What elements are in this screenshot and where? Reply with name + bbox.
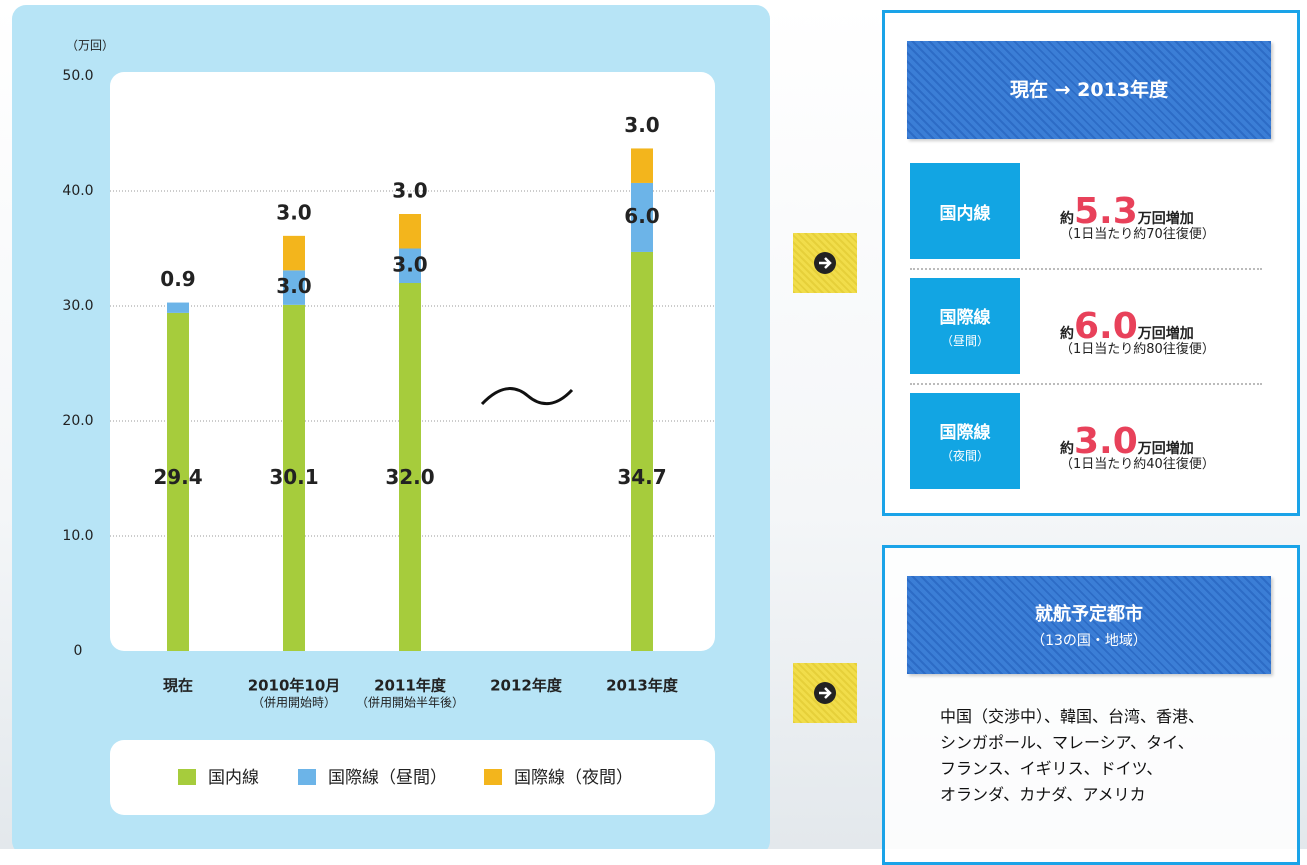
value-label: 30.1: [269, 465, 318, 489]
bar-segment: [167, 303, 189, 313]
bar-segment: [631, 252, 653, 651]
value-label: 34.7: [617, 465, 666, 489]
arrow-icon: [793, 233, 857, 293]
value-label: 0.9: [160, 267, 195, 291]
arrow-icon: [793, 663, 857, 723]
cities-banner: 就航予定都市 （13の国・地域）: [907, 576, 1271, 674]
y-tick-label: 40.0: [62, 183, 93, 199]
bar-segment: [631, 148, 653, 183]
legend-swatch: [484, 769, 502, 785]
y-unit: （万回）: [66, 39, 114, 53]
city-line: オランダ、カナダ、アメリカ: [940, 782, 1204, 808]
x-tick-note: （併用開始時）: [252, 696, 336, 710]
legend-label: 国際線（昼間）: [328, 768, 447, 788]
row-label-text: 国内線: [940, 199, 991, 224]
bar-segment: [399, 214, 421, 249]
row-label: 国際線 （昼間）: [910, 278, 1020, 374]
city-line: 中国（交渉中）、韓国、台湾、香港、: [940, 704, 1204, 730]
row-sublabel: （昼間）: [941, 332, 989, 349]
value-label: 3.0: [276, 274, 311, 298]
legend-swatch: [178, 769, 196, 785]
y-tick-label: 10.0: [62, 528, 93, 544]
x-tick-label: 現在: [163, 677, 193, 695]
summary-row: 国際線（昼間）約6.0万回増加（1日当たり約80往復便）: [910, 278, 1262, 374]
x-tick-note: （併用開始半年後）: [356, 696, 464, 710]
cities-subtitle: （13の国・地域）: [907, 630, 1271, 650]
bar-segment: [283, 236, 305, 271]
cities-panel: 就航予定都市 （13の国・地域） 中国（交渉中）、韓国、台湾、香港、シンガポール…: [882, 545, 1300, 865]
row-label: 国内線: [910, 163, 1020, 259]
value-label: 3.0: [276, 200, 311, 224]
city-line: フランス、イギリス、ドイツ、: [940, 756, 1204, 782]
value-label: 3.0: [392, 179, 427, 203]
legend-swatch: [298, 769, 316, 785]
x-tick-label: 2012年度: [490, 677, 563, 695]
value-label: 3.0: [392, 252, 427, 276]
row-label-text: 国際線: [940, 303, 991, 328]
page: {"chart_data": {"type": "stacked-bar", "…: [0, 0, 1307, 849]
row-label-text: 国際線: [940, 418, 991, 443]
value-label: 3.0: [624, 113, 659, 137]
summary-title: 現在 → 2013年度: [907, 41, 1271, 139]
chart: （万回） 0 10.0 20.0 30.0 40.0 50.0 現在 29.4 0.9 2010年…: [0, 0, 775, 849]
value-label: 32.0: [385, 465, 434, 489]
cities-list: 中国（交渉中）、韓国、台湾、香港、シンガポール、マレーシア、タイ、フランス、イギ…: [940, 704, 1204, 808]
row-label: 国際線 （夜間）: [910, 393, 1020, 489]
x-tick-label: 2013年度: [606, 677, 679, 695]
city-line: シンガポール、マレーシア、タイ、: [940, 730, 1204, 756]
legend-label: 国内線: [208, 768, 259, 788]
y-tick-label: 20.0: [62, 413, 93, 429]
row-note: （1日当たり約80往復便）: [1060, 338, 1215, 357]
x-tick-label: 2010年10月: [248, 677, 341, 695]
value-label: 29.4: [153, 465, 202, 489]
legend-label: 国際線（夜間）: [514, 768, 633, 788]
value-label: 6.0: [624, 204, 659, 228]
y-tick-label: 0: [74, 643, 83, 659]
cities-title: 就航予定都市: [907, 600, 1271, 626]
summary-row: 国内線約5.3万回増加（1日当たり約70往復便）: [910, 163, 1262, 259]
row-separator: [910, 268, 1262, 270]
summary-row: 国際線（夜間）約3.0万回増加（1日当たり約40往復便）: [910, 393, 1262, 489]
row-note: （1日当たり約70往復便）: [1060, 223, 1215, 242]
summary-panel: 現在 → 2013年度 国内線約5.3万回増加（1日当たり約70往復便） 国際線 （…: [882, 10, 1300, 516]
x-tick-label: 2011年度: [374, 677, 447, 695]
y-tick-label: 30.0: [62, 298, 93, 314]
row-separator: [910, 383, 1262, 385]
row-note: （1日当たり約40往復便）: [1060, 453, 1215, 472]
row-sublabel: （夜間）: [941, 447, 989, 464]
y-tick-label: 50.0: [62, 68, 93, 84]
